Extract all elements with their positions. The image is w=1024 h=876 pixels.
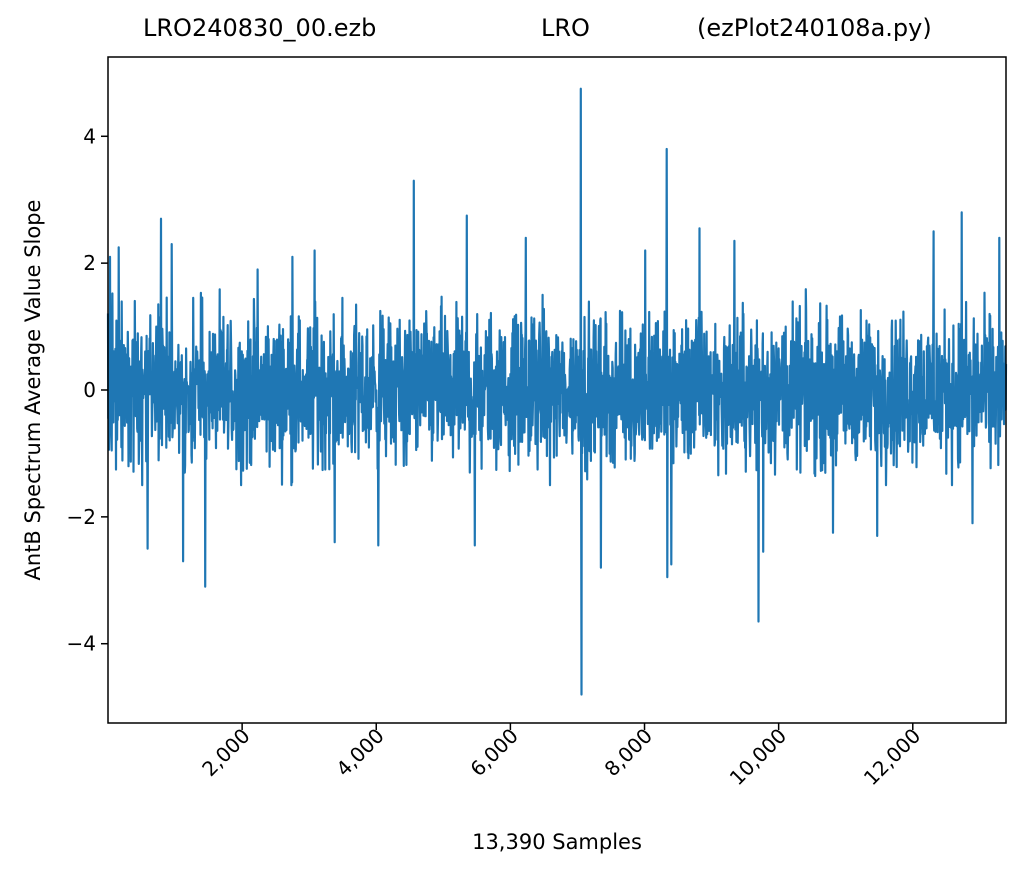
y-tick-label: 4 (83, 124, 96, 148)
title-filename: LRO240830_00.ezb (143, 14, 377, 42)
title-script: (ezPlot240108a.py) (697, 14, 932, 42)
y-axis-label: AntB Spectrum Average Value Slope (21, 199, 45, 581)
y-tick-label: −2 (67, 505, 96, 529)
series-line (106, 87, 1008, 696)
x-tick-label: 12,000 (859, 724, 925, 790)
plot-frame (107, 56, 1007, 724)
title-station: LRO (541, 14, 590, 42)
x-tick-label: 10,000 (725, 724, 791, 790)
y-tick-label: 0 (83, 378, 96, 402)
y-tick-label: −4 (67, 632, 96, 656)
x-tick-label: 2,000 (197, 724, 254, 781)
x-axis-label: 13,390 Samples (472, 830, 642, 854)
y-tick-label: 2 (83, 251, 96, 275)
x-tick-label: 4,000 (331, 724, 388, 781)
x-tick-label: 8,000 (600, 724, 657, 781)
x-tick-label: 6,000 (465, 724, 522, 781)
data-series (106, 87, 1008, 696)
